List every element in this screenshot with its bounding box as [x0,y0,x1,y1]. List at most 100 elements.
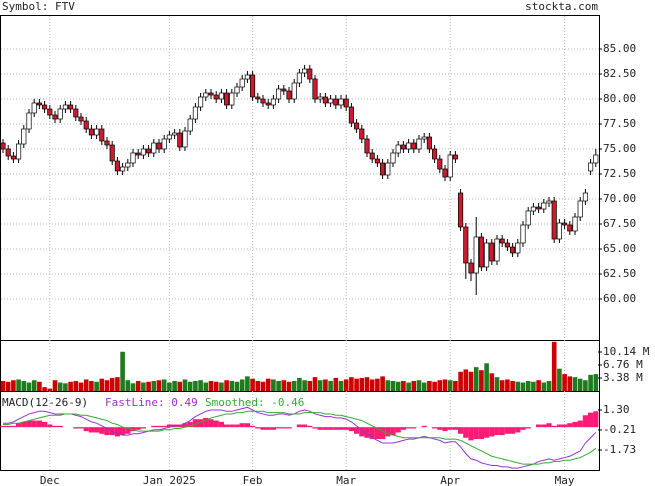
candle-body [593,154,599,164]
macd-histogram-bar [5,425,11,428]
macd-histogram-bar [120,427,126,436]
candle-body [10,155,16,160]
volume-bar [260,381,266,391]
volume-bar [47,388,53,391]
macd-histogram-bar [556,424,562,428]
volume-bar [349,377,354,391]
volume-bar [120,351,125,391]
x-tick-label: Jan 2025 [143,474,196,486]
candle-body [385,162,391,176]
volume-bar [505,379,510,391]
volume-bar [265,378,271,391]
volume-bar [499,380,505,391]
candle-body [120,166,126,172]
volume-bar [156,380,162,391]
y-tick-label: 10.14 M [603,345,650,358]
volume-bar [541,382,547,391]
y-tick-label: 6.76 M [603,358,643,371]
macd-line [3,406,597,469]
candle-body [36,102,42,106]
macd-histogram-bar [359,427,365,437]
macd-histogram-bar [484,427,490,438]
candle-body [520,224,526,244]
candle-body [442,168,448,178]
y-tick-label: 62.50 [603,267,636,280]
macd-histogram-bar [478,427,484,440]
candle-body [510,246,516,254]
candle-body [161,138,167,150]
macd-histogram-bar [52,425,58,428]
candle-body [151,142,157,154]
candle-body [296,72,302,84]
volume-bar [489,373,495,391]
volume-bar [193,381,198,391]
macd-histogram-bar [343,427,349,430]
volume-bar [167,382,172,391]
candle-body [135,152,141,156]
candle-body [556,222,562,240]
candle-body [224,92,230,106]
candle-body [192,106,198,120]
candle-body [395,144,401,154]
candle-body [380,162,386,176]
macd-histogram-bar [338,427,344,430]
volume-bar [525,381,531,391]
macd-histogram-bar [42,421,48,428]
macd-histogram-bar [390,427,396,436]
macd-histogram-bar [151,425,157,428]
candle-body [447,154,453,178]
candle-body [515,242,521,254]
macd-histogram-bar [369,427,375,440]
volume-bar [453,381,458,391]
macd-histogram-bar [536,424,542,428]
candle-body [458,192,464,228]
volume-bar [94,381,99,391]
macd-histogram-bar [208,419,214,428]
candle-body [203,92,209,98]
macd-histogram-bar [135,427,141,430]
candle-body [114,160,120,172]
y-tick-label: 82.50 [603,67,636,80]
macd-histogram-bar [255,427,261,429]
volume-bar [437,380,443,391]
volume-bar [442,379,448,391]
volume-bar [276,381,281,391]
macd-histogram-bar [213,420,219,428]
candle-body [42,104,48,110]
candle-body [156,142,162,150]
candle-body [473,236,479,274]
volume-bar [572,377,578,391]
y-tick-label: 72.50 [603,167,636,180]
volume-bar [37,381,42,391]
macd-frame [0,391,600,471]
macd-histogram-bar [161,425,167,428]
candle-body [21,128,27,145]
volume-bar [536,380,541,391]
macd-histogram-bar [400,427,406,430]
volume-bar [354,378,359,391]
candle-body [281,88,287,92]
volume-bar [229,381,235,391]
volume-bar [343,379,349,391]
candle-body [411,142,417,150]
macd-histogram-bar [88,427,94,433]
y-tick-label: 60.00 [603,292,636,305]
y-tick-label: 77.50 [603,117,636,130]
candle-body [250,74,256,98]
volume-bar [250,378,255,391]
candle-body [109,144,115,162]
macd-histogram-bar [562,424,568,428]
candle-body [291,82,297,100]
volume-bar [369,379,375,391]
candle-body [47,108,53,116]
macd-histogram-bar [437,427,443,430]
volume-bar [161,379,167,391]
volume-bar [213,381,219,391]
candle-body [130,152,136,164]
candle-body [83,120,89,130]
volume-bar [297,377,302,391]
macd-histogram-bar [588,412,594,428]
candle-body [468,262,474,274]
volume-bar [291,381,297,391]
